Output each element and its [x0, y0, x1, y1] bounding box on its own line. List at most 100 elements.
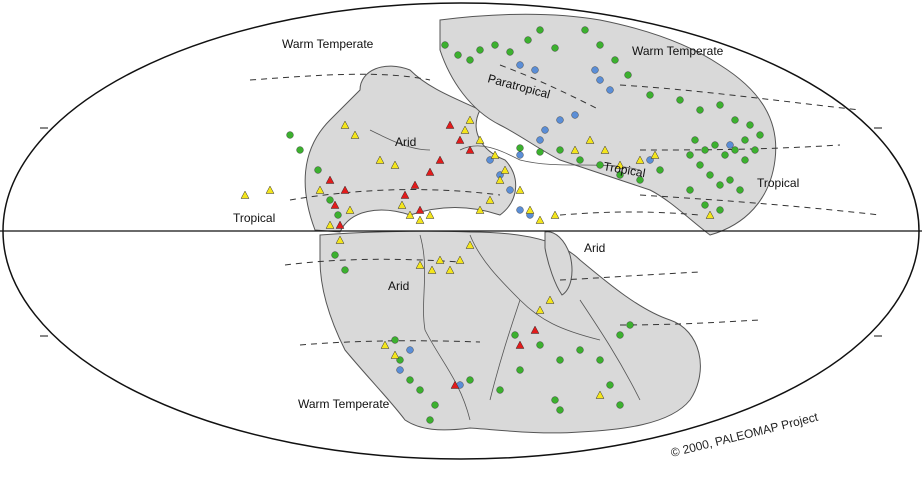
green-circle-marker — [606, 381, 614, 389]
label-arid-north: Arid — [395, 135, 416, 149]
laurasia-west — [304, 65, 517, 233]
yellow-triangle-marker — [585, 135, 595, 144]
blue-circle-marker — [596, 76, 604, 84]
green-circle-marker — [576, 156, 584, 164]
blue-circle-marker — [516, 206, 524, 214]
yellow-triangle-marker — [345, 205, 355, 214]
yellow-triangle-marker — [435, 255, 445, 264]
red-triangle-marker — [325, 175, 335, 184]
green-circle-marker — [596, 161, 604, 169]
green-circle-marker — [441, 41, 449, 49]
yellow-triangle-marker — [500, 165, 510, 174]
east-island — [544, 231, 573, 296]
red-triangle-marker — [530, 325, 540, 334]
yellow-triangle-marker — [515, 185, 525, 194]
green-circle-marker — [431, 401, 439, 409]
green-circle-marker — [756, 131, 764, 139]
red-triangle-marker — [340, 185, 350, 194]
green-circle-marker — [696, 106, 704, 114]
label-tropical-east: Tropical — [757, 176, 799, 190]
label-tropical-west: Tropical — [233, 211, 275, 225]
green-circle-marker — [556, 406, 564, 414]
green-circle-marker — [616, 401, 624, 409]
blue-circle-marker — [531, 66, 539, 74]
green-markers — [286, 26, 764, 424]
red-triangle-marker — [450, 380, 460, 389]
red-triangle-marker — [515, 340, 525, 349]
green-circle-marker — [716, 181, 724, 189]
map-frame — [2, 2, 920, 460]
green-circle-marker — [326, 196, 334, 204]
yellow-triangle-marker — [445, 265, 455, 274]
green-circle-marker — [551, 44, 559, 52]
green-circle-marker — [726, 176, 734, 184]
yellow-triangle-marker — [427, 265, 437, 274]
green-circle-marker — [636, 176, 644, 184]
green-circle-marker — [426, 416, 434, 424]
frame-ticks — [40, 127, 882, 337]
yellow-triangle-marker — [380, 340, 390, 349]
yellow-triangle-marker — [415, 215, 425, 224]
green-circle-marker — [416, 386, 424, 394]
yellow-triangle-marker — [635, 155, 645, 164]
blue-circle-marker — [516, 61, 524, 69]
red-triangle-marker — [445, 120, 455, 129]
yellow-markers — [240, 115, 715, 399]
red-triangle-marker — [415, 205, 425, 214]
green-circle-marker — [686, 186, 694, 194]
green-circle-marker — [334, 211, 342, 219]
laurasia-east — [439, 13, 777, 236]
red-triangle-marker — [455, 135, 465, 144]
green-circle-marker — [646, 91, 654, 99]
plate-boundaries — [369, 129, 641, 421]
landmasses — [304, 13, 777, 434]
yellow-triangle-marker — [415, 260, 425, 269]
green-circle-marker — [676, 96, 684, 104]
red-triangle-marker — [330, 200, 340, 209]
yellow-triangle-marker — [570, 145, 580, 154]
blue-circle-marker — [556, 116, 564, 124]
blue-circle-marker — [406, 346, 414, 354]
yellow-triangle-marker — [475, 135, 485, 144]
yellow-triangle-marker — [615, 160, 625, 169]
yellow-triangle-marker — [535, 305, 545, 314]
green-circle-marker — [596, 41, 604, 49]
green-circle-marker — [616, 171, 624, 179]
green-circle-marker — [391, 336, 399, 344]
green-circle-marker — [626, 321, 634, 329]
green-circle-marker — [656, 166, 664, 174]
label-arid-east: Arid — [584, 241, 605, 255]
blue-circle-marker — [606, 86, 614, 94]
label-warm-temperate-south: Warm Temperate — [298, 397, 390, 411]
yellow-triangle-marker — [525, 205, 535, 214]
green-circle-marker — [406, 376, 414, 384]
green-circle-marker — [516, 366, 524, 374]
green-circle-marker — [736, 186, 744, 194]
yellow-triangle-marker — [375, 155, 385, 164]
yellow-triangle-marker — [465, 115, 475, 124]
green-circle-marker — [731, 146, 739, 154]
yellow-triangle-marker — [650, 150, 660, 159]
yellow-triangle-marker — [350, 130, 360, 139]
yellow-triangle-marker — [460, 125, 470, 134]
yellow-triangle-marker — [405, 210, 415, 219]
green-circle-marker — [616, 331, 624, 339]
green-circle-marker — [696, 161, 704, 169]
yellow-triangle-marker — [340, 120, 350, 129]
red-triangle-marker — [465, 145, 475, 154]
blue-circle-marker — [516, 151, 524, 159]
blue-circle-marker — [591, 66, 599, 74]
yellow-triangle-marker — [485, 195, 495, 204]
blue-circle-marker — [541, 126, 549, 134]
green-circle-marker — [746, 121, 754, 129]
green-circle-marker — [716, 206, 724, 214]
green-circle-marker — [741, 156, 749, 164]
gondwana — [319, 230, 701, 434]
red-triangle-marker — [425, 167, 435, 176]
green-circle-marker — [596, 356, 604, 364]
yellow-triangle-marker — [425, 210, 435, 219]
red-markers — [325, 120, 540, 389]
green-circle-marker — [296, 146, 304, 154]
red-triangle-marker — [400, 190, 410, 199]
